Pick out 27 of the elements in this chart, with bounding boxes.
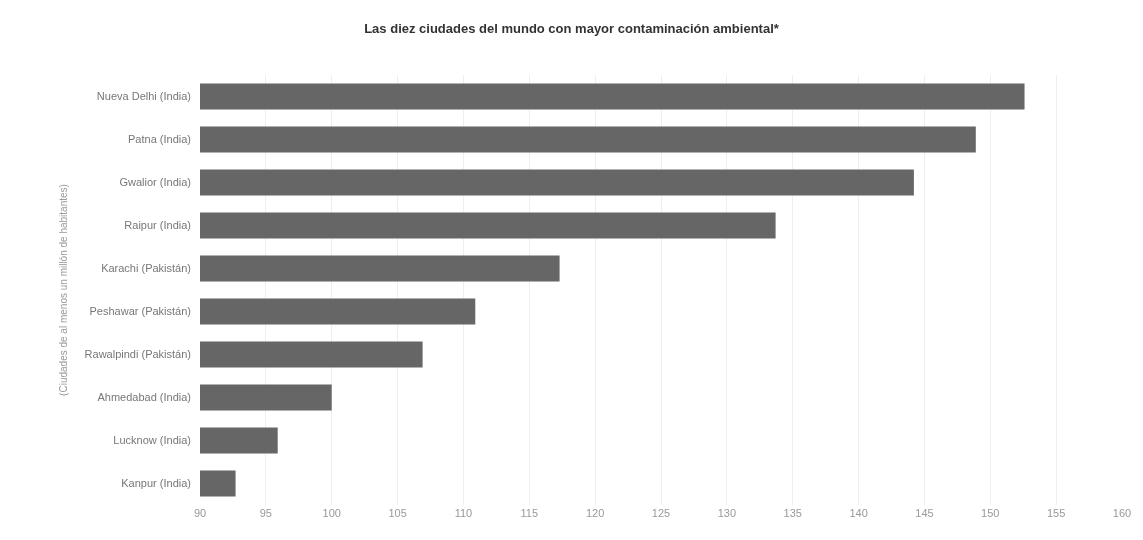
chart-title: Las diez ciudades del mundo con mayor contaminación ambiental*	[364, 21, 780, 37]
x-tick-label: 145	[915, 507, 934, 519]
x-tick-label: 115	[520, 507, 539, 519]
x-tick-label: 110	[454, 507, 473, 519]
x-tick-label: 130	[717, 507, 737, 519]
x-tick-label: 120	[585, 507, 605, 519]
x-tick-label: 160	[1112, 507, 1132, 519]
y-tick-label: Lucknow (India)	[113, 434, 191, 447]
y-tick-label: Raipur (India)	[124, 219, 191, 232]
x-tick-label: 95	[259, 507, 272, 519]
y-tick-label: Karachi (Pakistán)	[101, 262, 191, 275]
x-tick-label: 90	[193, 507, 207, 519]
y-axis-title: (Ciudades de al menos un millón de habitantes)	[57, 184, 69, 396]
x-tick-label: 105	[388, 507, 407, 519]
y-tick-label: Gwalior (India)	[119, 176, 191, 189]
x-tick-label: 135	[783, 507, 802, 519]
x-tick-label: 155	[1046, 507, 1066, 519]
x-tick-label: 100	[322, 507, 341, 519]
y-tick-label: Rawalpindi (Pakistán)	[84, 348, 191, 361]
y-tick-label: Nueva Delhi (India)	[96, 90, 191, 103]
x-tick-label: 140	[849, 507, 868, 519]
x-tick-label: 125	[651, 507, 671, 519]
y-tick-label: Patna (India)	[128, 133, 191, 146]
y-tick-label: Kanpur (India)	[121, 477, 191, 490]
x-tick-label: 150	[981, 507, 1000, 519]
y-tick-label: Peshawar (Pakistán)	[89, 305, 191, 318]
y-tick-label: Ahmedabad (India)	[97, 391, 191, 404]
